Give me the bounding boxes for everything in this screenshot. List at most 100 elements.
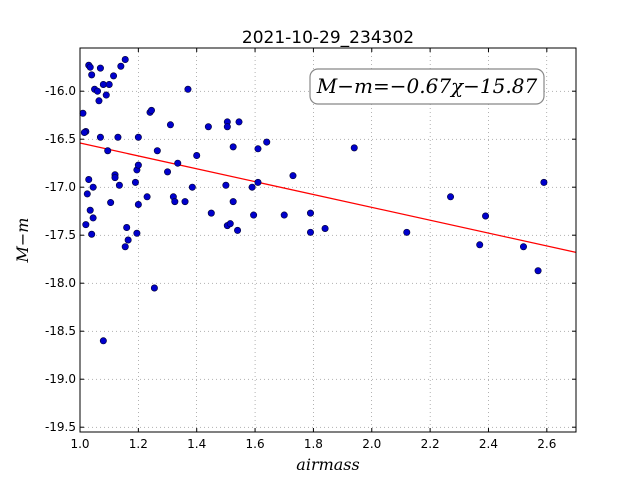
fit-annotation: M−m=−0.67χ−15.87 — [309, 68, 545, 105]
fit-line — [79, 142, 577, 254]
data-point — [89, 183, 97, 191]
x-tick-label: 2.2 — [421, 437, 440, 451]
data-point — [134, 161, 142, 169]
data-point — [121, 56, 129, 64]
x-tick-label: 1.6 — [246, 437, 265, 451]
data-point — [79, 109, 87, 117]
plot-frame — [79, 47, 577, 433]
data-point — [248, 183, 256, 191]
x-tick-label: 2.6 — [537, 437, 556, 451]
data-point — [99, 337, 107, 345]
data-point — [482, 212, 490, 220]
data-point — [164, 168, 172, 176]
x-tick-label: 2.4 — [479, 437, 498, 451]
data-point — [121, 243, 129, 251]
data-point — [188, 183, 196, 191]
y-axis-ticks: -16.0 -16.5 -17.0 -17.5 -18.0 -18.5 -19.0 -19.5 — [45, 84, 576, 434]
data-point — [107, 199, 115, 207]
data-point — [131, 178, 139, 186]
data-point — [181, 198, 189, 206]
data-point — [166, 121, 174, 129]
data-point — [134, 200, 142, 208]
chart-title: 2021-10-29_234302 — [242, 28, 414, 48]
data-point — [86, 206, 94, 214]
data-point — [83, 190, 91, 198]
data-point — [321, 224, 329, 232]
data-point — [96, 64, 104, 72]
data-point — [111, 174, 119, 182]
x-tick-label: 1.4 — [187, 437, 206, 451]
data-point — [234, 226, 242, 234]
data-point — [289, 172, 297, 180]
data-point — [254, 145, 262, 153]
data-point — [124, 236, 132, 244]
data-point — [254, 178, 262, 186]
data-point — [229, 198, 237, 206]
data-point — [86, 63, 94, 71]
data-point — [143, 193, 151, 201]
y-axis-label: M−m — [13, 218, 32, 264]
data-point — [89, 214, 97, 222]
data-point — [207, 209, 215, 217]
data-point — [193, 152, 201, 160]
x-tick-label: 2.0 — [362, 437, 381, 451]
data-point — [476, 241, 484, 249]
points-group — [79, 56, 548, 345]
data-point — [123, 224, 131, 232]
data-point — [147, 106, 155, 114]
data-point — [184, 85, 192, 93]
fit-line-group — [79, 142, 577, 254]
data-point — [134, 133, 142, 141]
data-point — [96, 133, 104, 141]
data-point — [85, 176, 93, 184]
data-point — [88, 71, 96, 79]
annotation-box — [309, 68, 545, 105]
data-point — [226, 220, 234, 228]
y-tick-label: -17.0 — [45, 180, 76, 194]
data-point — [403, 228, 411, 236]
y-tick-label: -16.5 — [45, 132, 76, 146]
x-tick-label: 1.8 — [304, 437, 323, 451]
data-point — [540, 178, 548, 186]
data-point — [117, 62, 125, 70]
data-point — [102, 91, 110, 99]
data-point — [153, 147, 161, 155]
data-point — [95, 97, 103, 105]
data-point — [110, 72, 118, 80]
data-point — [222, 181, 230, 189]
data-point — [115, 181, 123, 189]
data-point — [174, 159, 182, 167]
y-tick-label: -19.0 — [45, 372, 76, 386]
data-point — [114, 133, 122, 141]
data-point — [519, 243, 527, 251]
data-point — [150, 284, 158, 292]
data-point — [80, 128, 88, 136]
data-point — [534, 267, 542, 275]
grid — [79, 48, 576, 432]
y-tick-label: -18.0 — [45, 276, 76, 290]
data-point — [94, 87, 102, 95]
y-tick-label: -18.5 — [45, 324, 76, 338]
data-point — [88, 230, 96, 238]
data-point — [204, 123, 212, 131]
data-point — [171, 198, 179, 206]
x-axis-ticks: 1.0 1.2 1.4 1.6 1.8 2.0 2.2 2.4 2.6 — [70, 48, 556, 451]
data-point — [235, 118, 243, 126]
x-tick-label: 1.2 — [129, 437, 148, 451]
data-point — [82, 221, 90, 229]
data-point — [350, 144, 358, 152]
data-point — [250, 211, 258, 219]
data-point — [99, 80, 107, 88]
y-tick-label: -16.0 — [45, 84, 76, 98]
data-point — [280, 211, 288, 219]
annotation-text: M−m=−0.67χ−15.87 — [316, 74, 538, 98]
data-point — [306, 228, 314, 236]
data-point — [229, 143, 237, 151]
data-point — [306, 209, 314, 217]
y-tick-label: -19.5 — [45, 420, 76, 434]
x-tick-label: 1.0 — [70, 437, 89, 451]
data-point — [223, 123, 231, 131]
data-point — [263, 138, 271, 146]
data-point — [447, 193, 455, 201]
